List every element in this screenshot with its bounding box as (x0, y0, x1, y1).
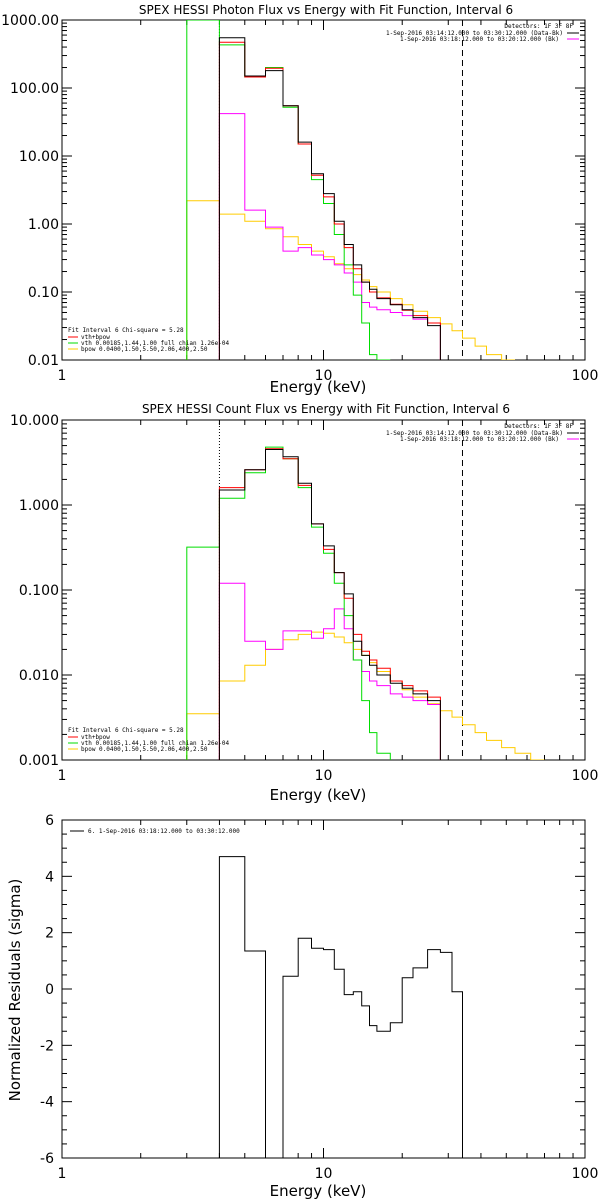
fit-box-entry: bpow 0.0400,1.50,5.50,2.06,400,2.50 (81, 746, 208, 753)
x-tick-label: 10 (315, 1166, 333, 1182)
y-tick-label: 0 (45, 982, 54, 998)
series-bpow-histogram (186, 200, 515, 360)
legend-entry-text: 1-Sep-2016 03:18:12.000 to 03:20:12.000 … (400, 436, 559, 443)
legend-header: Detectors: 1F 3F 8F (504, 23, 573, 30)
y-tick-label: -4 (40, 1095, 54, 1111)
series-data-histogram (218, 449, 441, 760)
y-tick-label: 1.000 (19, 498, 59, 514)
series-total-histogram (218, 448, 441, 760)
plot-frame (61, 819, 586, 1159)
y-tick-label: 0.10 (28, 285, 59, 301)
residuals-xlabel: Energy (keV) (270, 1182, 367, 1200)
photon-flux-xlabel: Energy (keV) (270, 378, 367, 396)
y-tick-label: 0.01 (28, 353, 59, 369)
fit-box-entry: bpow 0.0400,1.50,5.50,2.06,400,2.50 (81, 346, 208, 353)
photon-flux-title: SPEX HESSI Photon Flux vs Energy with Fi… (139, 3, 513, 17)
fit-box-entry: vth+bpow (81, 334, 110, 341)
y-tick-label: 6 (45, 813, 54, 829)
series-vth-histogram (186, 20, 391, 360)
y-tick-label: 10.000 (10, 413, 59, 429)
y-tick-label: 2 (45, 926, 54, 942)
y-tick-label: 10.00 (19, 149, 59, 165)
x-tick-label: 100 (572, 768, 599, 784)
x-tick-label: 10 (315, 768, 333, 784)
fit-box-entry: vth+bpow (81, 734, 110, 741)
y-tick-label: 1000.00 (1, 13, 59, 29)
count-flux-xlabel: Energy (keV) (270, 786, 367, 804)
count-flux-title: SPEX HESSI Count Flux vs Energy with Fit… (142, 402, 510, 416)
series-total-histogram (218, 41, 441, 360)
residuals-ylabel: Normalized Residuals (sigma) (6, 879, 24, 1102)
y-tick-label: -2 (40, 1038, 54, 1054)
y-tick-label: 1.00 (28, 217, 59, 233)
x-tick-label: 100 (572, 368, 599, 384)
legend-entry-text: 1-Sep-2016 03:18:12.000 to 03:20:12.000 … (400, 36, 559, 43)
series-data-histogram (218, 37, 441, 360)
x-tick-label: 10 (315, 368, 333, 384)
series-pileup-histogram (218, 113, 441, 360)
residuals-panel: Energy (keV) Normalized Residuals (sigma… (6, 813, 598, 1200)
x-tick-label: 1 (58, 768, 67, 784)
x-tick-label: 1 (58, 1166, 67, 1182)
y-tick-label: 4 (45, 869, 54, 885)
x-tick-label: 1 (58, 368, 67, 384)
legend-entry-text: 1-Sep-2016 03:14:12.000 to 03:30:12.000 … (386, 30, 563, 37)
y-tick-label: 0.010 (19, 668, 59, 684)
legend-entry-text: 1-Sep-2016 03:14:12.000 to 03:30:12.000 … (386, 430, 563, 437)
y-tick-label: 0.100 (19, 583, 59, 599)
y-tick-label: 0.001 (19, 753, 59, 769)
series-data-histogram (218, 856, 463, 1158)
photon-flux-panel: SPEX HESSI Photon Flux vs Energy with Fi… (1, 3, 598, 396)
legend-header: Detectors: 1F 3F 8F (504, 423, 573, 430)
y-tick-label: -6 (40, 1151, 54, 1167)
plot-frame (61, 419, 586, 761)
x-tick-label: 100 (572, 1166, 599, 1182)
fit-box-header: Fit Interval 6 Chi-square = 5.28 (68, 727, 184, 734)
legend-entry-text: 6. 1-Sep-2016 03:18:12.000 to 03:30:12.0… (88, 828, 240, 835)
fit-box-entry: vth 0.00185,1.44,1.00 full chian 1.26e-0… (81, 740, 229, 747)
fit-box-entry: vth 0.00185,1.44,1.00 full chian 1.26e-0… (81, 340, 229, 347)
series-vth-histogram (186, 446, 391, 760)
fit-box-header: Fit Interval 6 Chi-square = 5.28 (68, 327, 184, 334)
count-flux-panel: SPEX HESSI Count Flux vs Energy with Fit… (10, 402, 598, 804)
y-tick-label: 100.00 (10, 81, 59, 97)
series-pileup-histogram (218, 582, 441, 760)
